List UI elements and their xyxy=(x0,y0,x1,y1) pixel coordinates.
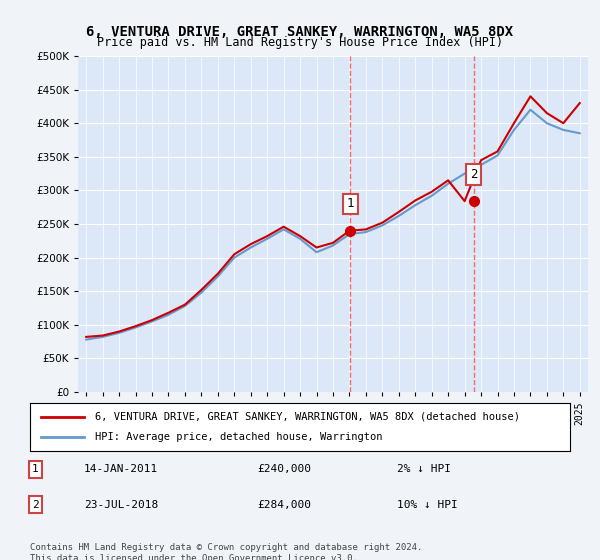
Text: 1: 1 xyxy=(346,197,354,211)
Text: 2% ↓ HPI: 2% ↓ HPI xyxy=(397,464,451,474)
Text: 6, VENTURA DRIVE, GREAT SANKEY, WARRINGTON, WA5 8DX: 6, VENTURA DRIVE, GREAT SANKEY, WARRINGT… xyxy=(86,25,514,39)
Text: HPI: Average price, detached house, Warrington: HPI: Average price, detached house, Warr… xyxy=(95,432,382,442)
Text: 10% ↓ HPI: 10% ↓ HPI xyxy=(397,500,458,510)
Text: Price paid vs. HM Land Registry's House Price Index (HPI): Price paid vs. HM Land Registry's House … xyxy=(97,36,503,49)
Text: 14-JAN-2011: 14-JAN-2011 xyxy=(84,464,158,474)
Text: 2: 2 xyxy=(470,168,478,181)
Text: Contains HM Land Registry data © Crown copyright and database right 2024.
This d: Contains HM Land Registry data © Crown c… xyxy=(30,543,422,560)
Text: 2: 2 xyxy=(32,500,39,510)
Text: 1: 1 xyxy=(32,464,39,474)
Text: 6, VENTURA DRIVE, GREAT SANKEY, WARRINGTON, WA5 8DX (detached house): 6, VENTURA DRIVE, GREAT SANKEY, WARRINGT… xyxy=(95,412,520,422)
Text: £284,000: £284,000 xyxy=(257,500,311,510)
Text: £240,000: £240,000 xyxy=(257,464,311,474)
Text: 23-JUL-2018: 23-JUL-2018 xyxy=(84,500,158,510)
